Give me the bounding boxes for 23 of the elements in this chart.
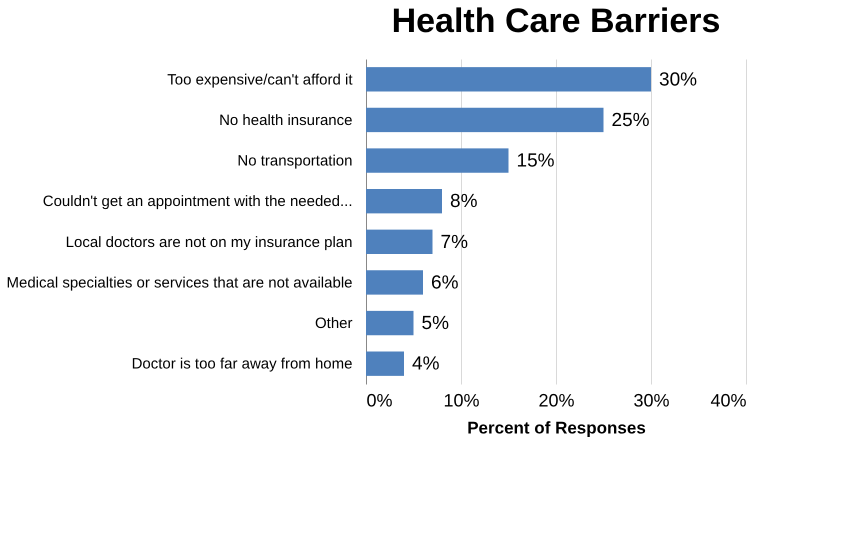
y-tick-label: Medical specialties or services that are not available <box>6 274 352 292</box>
y-tick-label: Doctor is too far away from home <box>132 356 352 373</box>
y-tick-label: Local doctors are not on my insurance plan <box>66 234 352 251</box>
y-tick-label: Too expensive/can't afford it <box>167 71 354 88</box>
data-label: 4% <box>412 354 440 375</box>
x-tick-label: 30% <box>633 390 670 410</box>
y-tick-label: No transportation <box>237 152 352 170</box>
x-tick-label: 10% <box>443 390 480 410</box>
chart-title: Health Care Barriers <box>392 2 720 40</box>
data-label: 6% <box>431 272 459 294</box>
x-axis-title: Percent of Responses <box>467 418 646 438</box>
y-tick-label: Other <box>314 315 353 332</box>
y-tick-label: Couldn't get an appointment with the needed... <box>42 193 352 210</box>
data-label: 30% <box>659 69 698 90</box>
data-label: 15% <box>516 150 555 172</box>
data-label: 7% <box>440 232 468 253</box>
x-tick-label: 20% <box>538 390 575 410</box>
y-tick-label: No health insurance <box>219 112 352 129</box>
x-tick-label: 40% <box>710 390 746 410</box>
data-label: 5% <box>422 313 450 334</box>
data-label: 25% <box>612 110 650 131</box>
x-tick-label: 0% <box>366 390 393 410</box>
data-label: 8% <box>450 191 478 212</box>
